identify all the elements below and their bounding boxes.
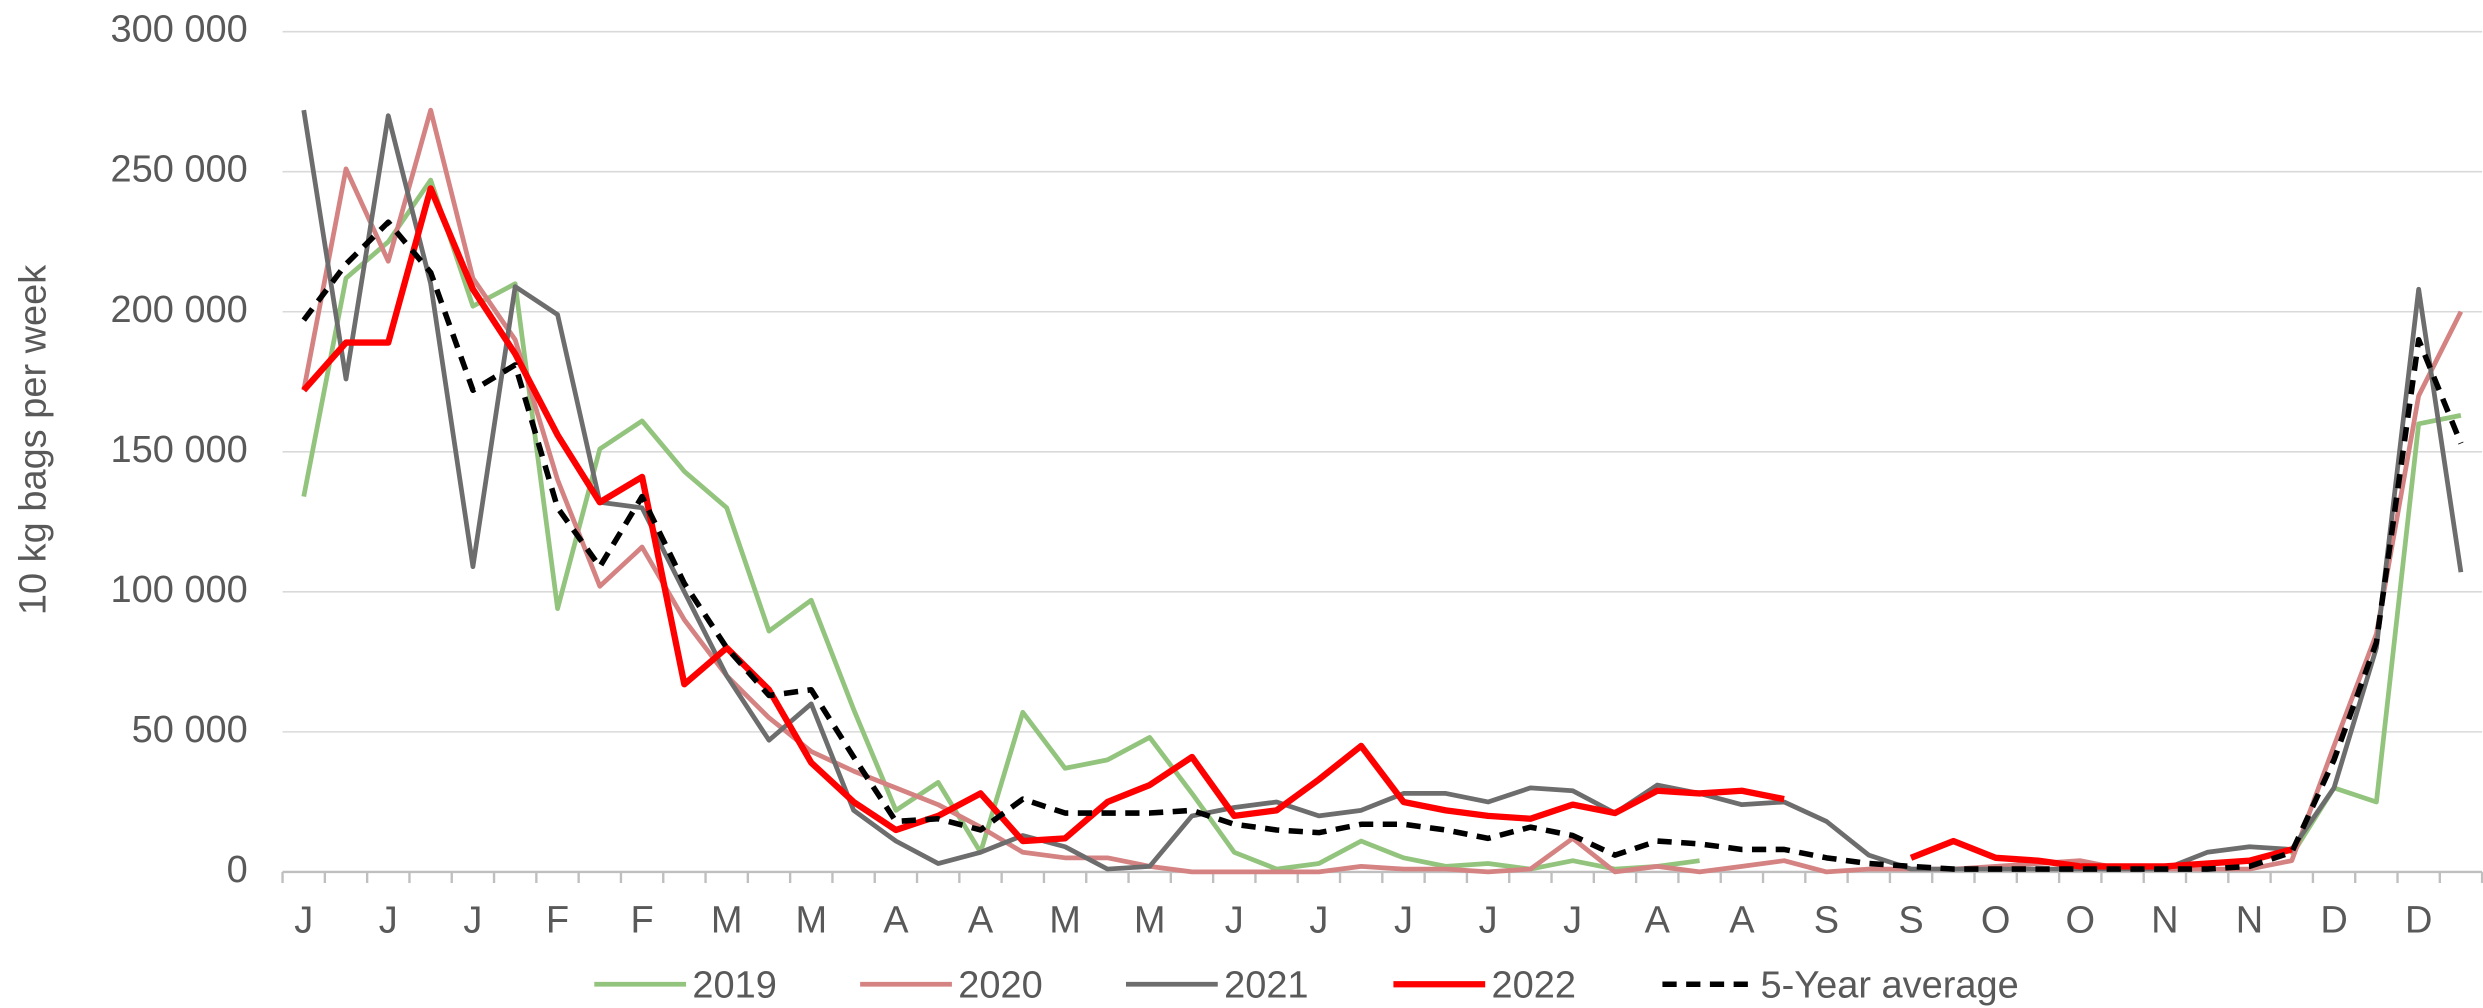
x-tick-label: J — [1225, 900, 1244, 942]
x-tick-label: A — [883, 900, 909, 942]
y-axis-label: 10 kg bags per week — [13, 264, 55, 615]
series-line — [301, 219, 2464, 872]
x-tick-label: A — [1645, 900, 1671, 942]
x-tick-label: J — [1563, 900, 1582, 942]
series-line — [301, 109, 2464, 872]
y-tick-label: 150 000 — [110, 429, 247, 471]
x-tick-label: A — [1729, 900, 1755, 942]
x-tick-label: O — [1981, 900, 2011, 942]
series-line — [301, 107, 2464, 875]
y-tick-label: 200 000 — [110, 289, 247, 331]
y-tick-label: 250 000 — [110, 149, 247, 191]
x-tick-label: D — [2320, 900, 2347, 942]
y-tick-label: 50 000 — [132, 709, 248, 751]
y-tick-label: 0 — [227, 849, 248, 891]
x-tick-label: J — [379, 900, 398, 942]
x-tick-label: M — [1049, 900, 1081, 942]
x-tick-label: S — [1898, 900, 1923, 942]
x-tick-label: M — [1134, 900, 1166, 942]
y-tick-label: 100 000 — [110, 569, 247, 611]
x-tick-label: J — [294, 900, 313, 942]
x-tick-label: J — [1479, 900, 1498, 942]
x-tick-label: M — [711, 900, 743, 942]
legend-label: 2020 — [958, 964, 1042, 1006]
x-tick-label: M — [795, 900, 827, 942]
series-line — [301, 185, 2293, 870]
x-tick-label: D — [2405, 900, 2432, 942]
y-tick-label: 300 000 — [110, 9, 247, 51]
x-tick-label: F — [546, 900, 569, 942]
legend-label: 2021 — [1224, 964, 1308, 1006]
legend-label: 2019 — [692, 964, 776, 1006]
x-tick-label: A — [968, 900, 994, 942]
x-tick-label: F — [630, 900, 653, 942]
x-tick-label: J — [1309, 900, 1328, 942]
legend-label: 2022 — [1492, 964, 1576, 1006]
x-tick-label: J — [1394, 900, 1413, 942]
x-tick-label: S — [1814, 900, 1839, 942]
x-tick-label: N — [2236, 900, 2263, 942]
x-tick-label: O — [2065, 900, 2095, 942]
x-tick-label: J — [463, 900, 482, 942]
legend-label: 5-Year average — [1761, 964, 2019, 1006]
x-tick-label: N — [2151, 900, 2178, 942]
